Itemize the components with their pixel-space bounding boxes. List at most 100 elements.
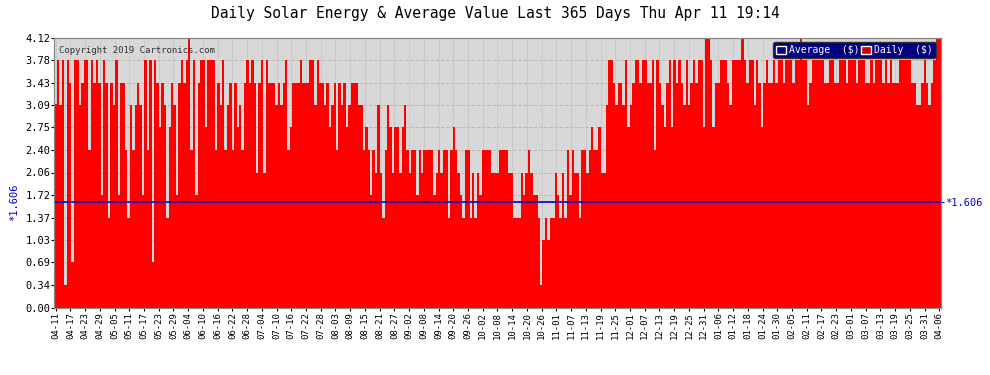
Bar bbox=[783, 83, 785, 308]
Bar bbox=[108, 218, 110, 308]
Bar bbox=[98, 83, 101, 308]
Bar bbox=[690, 83, 693, 308]
Bar bbox=[446, 150, 447, 308]
Bar bbox=[178, 83, 181, 308]
Bar bbox=[792, 83, 795, 308]
Bar bbox=[887, 83, 890, 308]
Bar bbox=[827, 83, 829, 308]
Bar bbox=[222, 60, 225, 308]
Bar bbox=[115, 60, 118, 308]
Bar bbox=[190, 150, 193, 308]
Bar bbox=[598, 127, 601, 308]
Bar bbox=[96, 60, 98, 308]
Bar bbox=[758, 83, 761, 308]
Bar bbox=[566, 150, 569, 308]
Bar bbox=[130, 105, 132, 308]
Bar bbox=[101, 195, 103, 308]
Bar bbox=[105, 83, 108, 308]
Bar bbox=[88, 150, 91, 308]
Bar bbox=[569, 195, 571, 308]
Bar bbox=[936, 38, 939, 308]
Bar bbox=[633, 83, 635, 308]
Bar bbox=[870, 60, 872, 308]
Bar bbox=[663, 127, 666, 308]
Bar bbox=[118, 195, 120, 308]
Bar bbox=[426, 150, 429, 308]
Bar bbox=[151, 262, 154, 308]
Bar bbox=[611, 60, 613, 308]
Bar bbox=[640, 83, 642, 308]
Bar bbox=[350, 83, 353, 308]
Bar bbox=[919, 105, 921, 308]
Bar bbox=[651, 60, 654, 308]
Bar bbox=[491, 172, 494, 308]
Bar bbox=[659, 83, 661, 308]
Bar bbox=[725, 60, 727, 308]
Bar bbox=[384, 150, 387, 308]
Bar bbox=[83, 60, 86, 308]
Bar bbox=[841, 60, 843, 308]
Bar bbox=[234, 83, 237, 308]
Bar bbox=[656, 60, 659, 308]
Bar bbox=[329, 127, 332, 308]
Bar bbox=[705, 38, 708, 308]
Bar bbox=[683, 105, 686, 308]
Bar bbox=[414, 150, 416, 308]
Bar bbox=[742, 38, 743, 308]
Bar bbox=[280, 105, 282, 308]
Bar bbox=[770, 83, 773, 308]
Bar bbox=[549, 218, 552, 308]
Bar bbox=[518, 218, 521, 308]
Bar bbox=[336, 150, 339, 308]
Bar bbox=[902, 60, 904, 308]
Bar bbox=[939, 38, 940, 308]
Bar bbox=[863, 60, 865, 308]
Bar bbox=[305, 83, 307, 308]
Bar bbox=[86, 60, 88, 308]
Bar bbox=[200, 60, 203, 308]
Bar bbox=[695, 83, 698, 308]
Bar bbox=[890, 60, 892, 308]
Bar bbox=[715, 83, 717, 308]
Text: Copyright 2019 Cartronics.com: Copyright 2019 Cartronics.com bbox=[58, 46, 215, 55]
Bar bbox=[837, 83, 839, 308]
Bar bbox=[778, 60, 780, 308]
Bar bbox=[76, 60, 79, 308]
Bar bbox=[924, 60, 926, 308]
Bar bbox=[686, 60, 688, 308]
Bar bbox=[829, 60, 832, 308]
Bar bbox=[581, 150, 584, 308]
Bar bbox=[516, 218, 518, 308]
Bar bbox=[477, 172, 479, 308]
Bar bbox=[300, 60, 302, 308]
Bar bbox=[419, 150, 421, 308]
Bar bbox=[596, 150, 598, 308]
Bar bbox=[484, 150, 486, 308]
Bar bbox=[142, 195, 145, 308]
Bar bbox=[360, 105, 362, 308]
Bar bbox=[353, 83, 355, 308]
Bar bbox=[586, 172, 588, 308]
Bar bbox=[561, 172, 564, 308]
Bar bbox=[93, 83, 96, 308]
Bar bbox=[225, 150, 227, 308]
Bar bbox=[504, 150, 506, 308]
Bar bbox=[867, 83, 870, 308]
Bar bbox=[237, 127, 239, 308]
Bar bbox=[474, 218, 477, 308]
Bar bbox=[613, 83, 615, 308]
Bar bbox=[547, 240, 549, 308]
Bar bbox=[635, 60, 637, 308]
Bar bbox=[54, 104, 56, 308]
Bar bbox=[907, 60, 909, 308]
Bar bbox=[882, 83, 885, 308]
Bar bbox=[258, 83, 260, 308]
Bar bbox=[367, 150, 370, 308]
Bar bbox=[832, 60, 834, 308]
Bar bbox=[554, 172, 557, 308]
Bar bbox=[212, 60, 215, 308]
Bar bbox=[834, 83, 837, 308]
Bar bbox=[623, 105, 625, 308]
Bar bbox=[411, 150, 414, 308]
Bar bbox=[198, 83, 200, 308]
